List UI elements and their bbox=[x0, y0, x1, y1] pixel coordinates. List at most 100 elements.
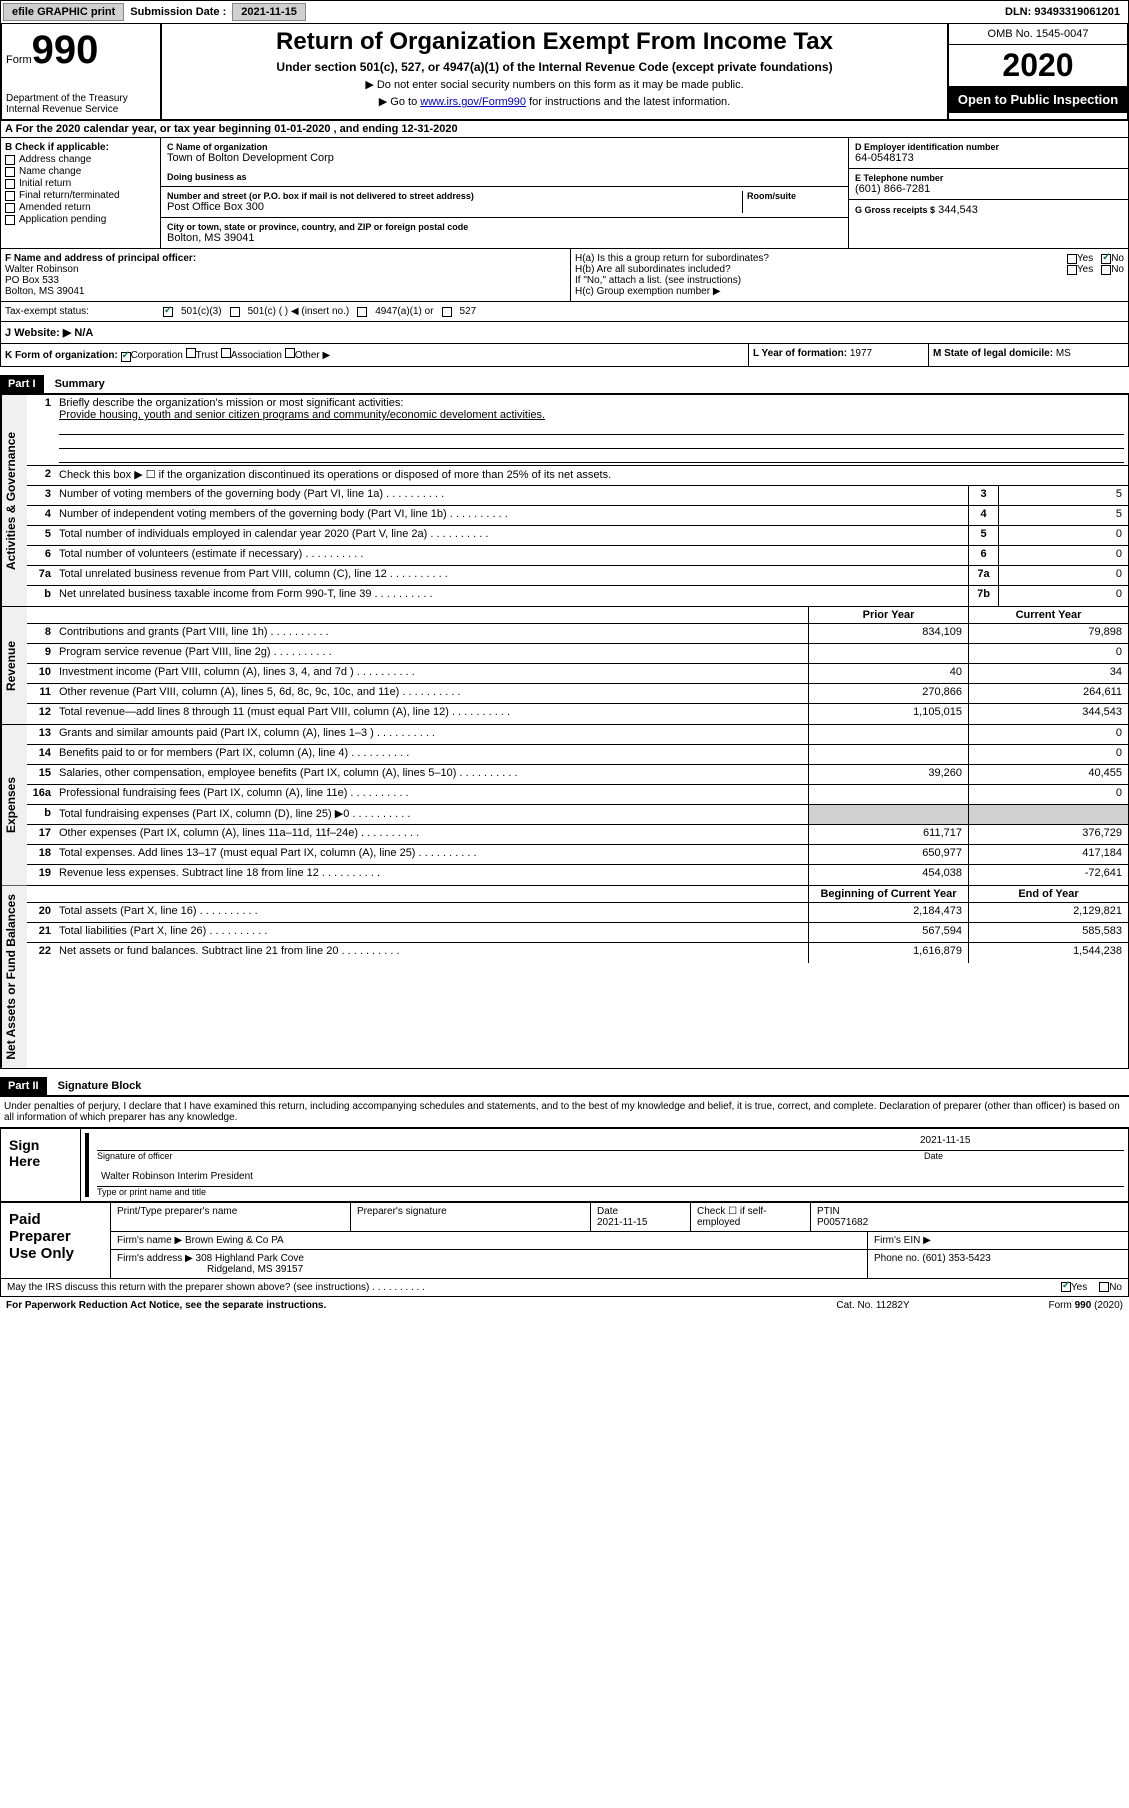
officer-addr2: Bolton, MS 39041 bbox=[5, 286, 566, 297]
form-header: Form990 Department of the Treasury Inter… bbox=[0, 24, 1129, 121]
rev-prior-12: 1,105,015 bbox=[808, 704, 968, 724]
gov-val-7a: 0 bbox=[998, 566, 1128, 585]
cb-other[interactable] bbox=[285, 348, 295, 358]
perjury-text: Under penalties of perjury, I declare th… bbox=[0, 1096, 1129, 1127]
cb-501c3[interactable] bbox=[163, 307, 173, 317]
sign-here-label: Sign Here bbox=[1, 1129, 81, 1201]
sub-date: 2021-11-15 bbox=[232, 3, 306, 21]
cb-4947[interactable] bbox=[357, 307, 367, 317]
rev-prior-9 bbox=[808, 644, 968, 663]
paid-preparer-block: Paid Preparer Use Only Print/Type prepar… bbox=[0, 1202, 1129, 1279]
footer: For Paperwork Reduction Act Notice, see … bbox=[0, 1297, 1129, 1314]
ptin-val: P00571682 bbox=[817, 1217, 868, 1228]
mission-text: Provide housing, youth and senior citize… bbox=[59, 409, 1124, 421]
exp-tab: Expenses bbox=[1, 725, 27, 885]
irs-link[interactable]: www.irs.gov/Form990 bbox=[420, 96, 526, 108]
paid-label: Paid Preparer Use Only bbox=[1, 1203, 111, 1278]
end-year-header: End of Year bbox=[968, 886, 1128, 902]
curr-year-header: Current Year bbox=[968, 607, 1128, 623]
info-block: B Check if applicable: Address change Na… bbox=[0, 138, 1129, 249]
cb-final[interactable] bbox=[5, 191, 15, 201]
website-val: N/A bbox=[74, 327, 93, 339]
part1-title: Summary bbox=[47, 375, 113, 393]
expenses-table: Expenses 13Grants and similar amounts pa… bbox=[0, 725, 1129, 886]
exp-prior-16a bbox=[808, 785, 968, 804]
dept-label: Department of the Treasury bbox=[6, 93, 156, 104]
cb-initial[interactable] bbox=[5, 179, 15, 189]
exp-prior-19: 454,038 bbox=[808, 865, 968, 885]
revenue-table: Revenue Prior Year Current Year 8Contrib… bbox=[0, 607, 1129, 725]
rev-prior-11: 270,866 bbox=[808, 684, 968, 703]
gov-tab: Activities & Governance bbox=[1, 395, 27, 606]
cb-name[interactable] bbox=[5, 167, 15, 177]
rev-curr-10: 34 bbox=[968, 664, 1128, 683]
exp-curr-15: 40,455 bbox=[968, 765, 1128, 784]
rev-curr-9: 0 bbox=[968, 644, 1128, 663]
cb-address[interactable] bbox=[5, 155, 15, 165]
year-formation: 1977 bbox=[850, 348, 872, 359]
exp-curr-17: 376,729 bbox=[968, 825, 1128, 844]
firm-addr2: Ridgeland, MS 39157 bbox=[117, 1264, 861, 1275]
form-title: Return of Organization Exempt From Incom… bbox=[170, 28, 939, 56]
top-bar: efile GRAPHIC print Submission Date : 20… bbox=[0, 0, 1129, 24]
firm-addr1: 308 Highland Park Cove bbox=[196, 1253, 304, 1264]
gov-val-b: 0 bbox=[998, 586, 1128, 606]
irs-label: Internal Revenue Service bbox=[6, 104, 156, 115]
cb-discuss-yes[interactable] bbox=[1061, 1282, 1071, 1292]
omb-number: OMB No. 1545-0047 bbox=[949, 24, 1127, 45]
form-label: Form bbox=[6, 54, 32, 66]
cb-ha-no[interactable] bbox=[1101, 254, 1111, 264]
rev-prior-8: 834,109 bbox=[808, 624, 968, 643]
part1-header: Part I bbox=[0, 375, 44, 393]
cb-501c[interactable] bbox=[230, 307, 240, 317]
cb-trust[interactable] bbox=[186, 348, 196, 358]
note-2: ▶ Go to www.irs.gov/Form990 for instruct… bbox=[170, 95, 939, 108]
officer-sig-name: Walter Robinson Interim President bbox=[101, 1171, 253, 1184]
net-end-21: 585,583 bbox=[968, 923, 1128, 942]
cb-assoc[interactable] bbox=[221, 348, 231, 358]
cb-hb-yes[interactable] bbox=[1067, 265, 1077, 275]
efile-btn[interactable]: efile GRAPHIC print bbox=[3, 3, 124, 21]
prep-date: 2021-11-15 bbox=[597, 1217, 647, 1228]
tax-status-row: Tax-exempt status: 501(c)(3) 501(c) ( ) … bbox=[0, 302, 1129, 322]
section-fh: F Name and address of principal officer:… bbox=[0, 249, 1129, 302]
gov-val-5: 0 bbox=[998, 526, 1128, 545]
form-number: 990 bbox=[32, 28, 99, 72]
rev-curr-11: 264,611 bbox=[968, 684, 1128, 703]
governance-table: Activities & Governance 1 Briefly descri… bbox=[0, 394, 1129, 607]
cb-pending[interactable] bbox=[5, 215, 15, 225]
gov-val-3: 5 bbox=[998, 486, 1128, 505]
cb-discuss-no[interactable] bbox=[1099, 1282, 1109, 1292]
cb-hb-no[interactable] bbox=[1101, 265, 1111, 275]
phone-value: (601) 866-7281 bbox=[855, 183, 1122, 195]
net-tab: Net Assets or Fund Balances bbox=[1, 886, 27, 1068]
signature-block: Sign Here 2021-11-15 Signature of office… bbox=[0, 1127, 1129, 1202]
tax-year: 2020 bbox=[949, 45, 1127, 86]
section-b: B Check if applicable: Address change Na… bbox=[1, 138, 161, 248]
cb-corp[interactable] bbox=[121, 352, 131, 362]
officer-addr1: PO Box 533 bbox=[5, 275, 566, 286]
net-end-22: 1,544,238 bbox=[968, 943, 1128, 963]
officer-name: Walter Robinson bbox=[5, 264, 566, 275]
exp-curr-16a: 0 bbox=[968, 785, 1128, 804]
exp-curr-b bbox=[968, 805, 1128, 824]
exp-prior-17: 611,717 bbox=[808, 825, 968, 844]
discuss-row: May the IRS discuss this return with the… bbox=[0, 1279, 1129, 1297]
org-name: Town of Bolton Development Corp bbox=[167, 152, 842, 164]
note-1: ▶ Do not enter social security numbers o… bbox=[170, 78, 939, 91]
section-d: D Employer identification number 64-0548… bbox=[848, 138, 1128, 248]
section-j: J Website: ▶ N/A bbox=[0, 322, 1129, 344]
cb-ha-yes[interactable] bbox=[1067, 254, 1077, 264]
cat-no: Cat. No. 11282Y bbox=[773, 1300, 973, 1311]
street-address: Post Office Box 300 bbox=[167, 201, 742, 213]
sig-date: 2021-11-15 bbox=[920, 1135, 1120, 1148]
ein-value: 64-0548173 bbox=[855, 152, 1122, 164]
section-a: A For the 2020 calendar year, or tax yea… bbox=[0, 121, 1129, 138]
cb-amended[interactable] bbox=[5, 203, 15, 213]
exp-curr-18: 417,184 bbox=[968, 845, 1128, 864]
exp-curr-14: 0 bbox=[968, 745, 1128, 764]
cb-527[interactable] bbox=[442, 307, 452, 317]
net-beg-20: 2,184,473 bbox=[808, 903, 968, 922]
net-end-20: 2,129,821 bbox=[968, 903, 1128, 922]
net-beg-22: 1,616,879 bbox=[808, 943, 968, 963]
